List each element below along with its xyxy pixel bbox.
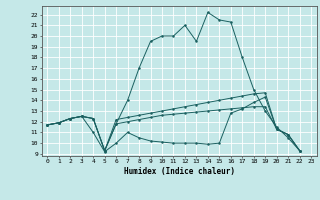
X-axis label: Humidex (Indice chaleur): Humidex (Indice chaleur)	[124, 167, 235, 176]
